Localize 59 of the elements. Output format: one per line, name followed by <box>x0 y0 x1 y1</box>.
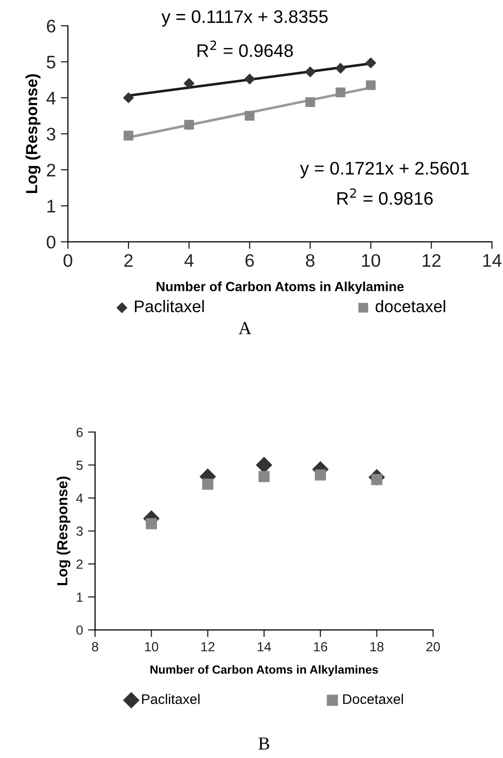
y-tick-label: 0 <box>46 236 56 249</box>
x-tick-label: 10 <box>362 254 380 267</box>
y-tick-label: 4 <box>46 92 56 104</box>
x-tick-label: 8 <box>92 642 98 652</box>
y-tick-label: 5 <box>76 460 83 470</box>
x-tick-label: 18 <box>370 642 384 652</box>
legend-label: Paclitaxel <box>134 300 204 312</box>
point <box>304 66 316 78</box>
x-tick-label: 0 <box>64 254 72 267</box>
x-tick-label: 8 <box>306 254 314 267</box>
x-tick-label: 12 <box>201 642 214 652</box>
point <box>366 80 376 90</box>
x-tick-label: 6 <box>246 254 254 267</box>
point <box>365 57 376 68</box>
x-tick-label: 16 <box>314 642 328 652</box>
y-tick-label: 1 <box>47 200 56 212</box>
point <box>314 469 326 480</box>
y-tick-label: 0 <box>76 625 83 635</box>
point <box>305 97 316 107</box>
point <box>146 518 157 530</box>
legend-label: docetaxel <box>376 300 446 312</box>
text: A <box>238 322 252 334</box>
y-tick-label: 6 <box>46 20 56 32</box>
text: B <box>258 738 270 750</box>
x-tick-label: 2 <box>124 254 133 267</box>
y-axis-title: Log (Response) <box>26 74 41 194</box>
x-tick-label: 10 <box>145 642 158 652</box>
point <box>336 88 346 98</box>
y-tick-label: 3 <box>76 526 83 536</box>
point <box>258 471 270 482</box>
y-tick-label: 2 <box>46 164 56 176</box>
point <box>122 92 134 104</box>
y-tick-label: 2 <box>76 560 83 569</box>
x-axis-title: Number of Carbon Atoms in Alkylamines <box>150 665 378 676</box>
point <box>184 120 194 130</box>
point <box>202 478 214 490</box>
y-tick-label: 6 <box>76 428 83 437</box>
point <box>184 78 195 89</box>
annotation: y = 0.1117x + 3.8355 <box>162 10 328 27</box>
y-axis-title: Log (Response) <box>56 476 70 586</box>
point <box>124 130 134 140</box>
annotation: R$^{2}$ = 0.9648 <box>198 40 293 58</box>
point <box>244 74 256 85</box>
x-tick-label: 14 <box>258 642 272 652</box>
y-tick-label: 5 <box>46 56 56 68</box>
point <box>334 62 346 74</box>
y-tick-label: 3 <box>46 128 56 141</box>
x-tick-label: 20 <box>426 642 440 652</box>
annotation: R$^{2}$ = 0.9816 <box>337 188 433 205</box>
x-tick-label: 14 <box>483 254 502 267</box>
annotation: y = 0.1721x + 2.5601 <box>300 162 469 178</box>
y-tick-label: 1 <box>76 592 83 602</box>
y-tick-label: 4 <box>76 494 83 503</box>
legend-label: Docetaxel <box>343 694 403 704</box>
x-axis-title: Number of Carbon Atoms in Alkylamine <box>156 282 404 294</box>
x-tick-label: 12 <box>422 254 440 267</box>
x-tick-label: 4 <box>184 254 194 267</box>
point <box>244 110 254 121</box>
legend-label: Paclitaxel <box>142 694 200 704</box>
